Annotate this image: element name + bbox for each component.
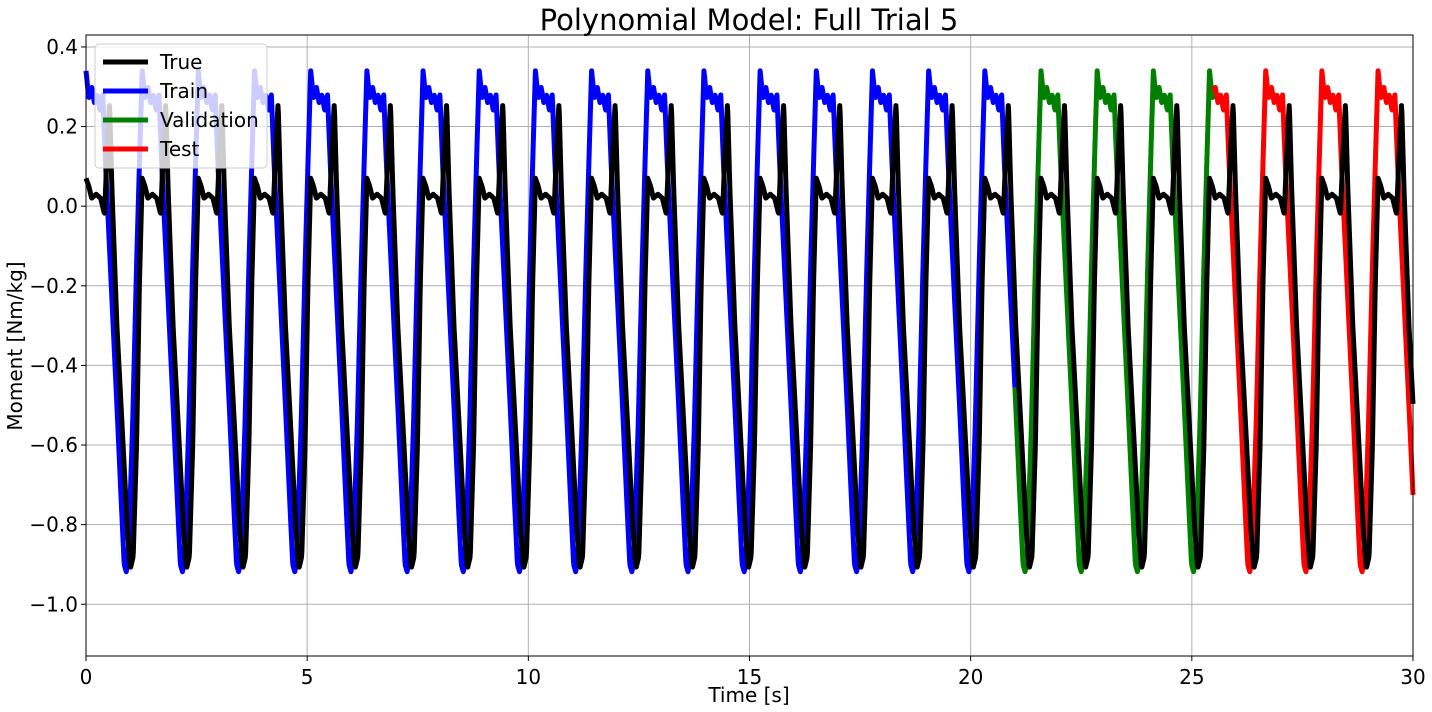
legend: True Train Validation Test bbox=[94, 43, 268, 169]
legend-label-test: Test bbox=[159, 137, 200, 161]
x-tick-label: 15 bbox=[737, 665, 762, 689]
x-tick-label: 20 bbox=[958, 665, 983, 689]
y-tick-label: 0.0 bbox=[46, 194, 78, 218]
legend-label-train: Train bbox=[159, 79, 208, 103]
series-line-validation bbox=[1012, 68, 1217, 575]
chart-title: Polynomial Model: Full Trial 5 bbox=[540, 3, 959, 37]
x-tick-label: 0 bbox=[80, 665, 93, 689]
y-tick-label: −0.6 bbox=[29, 433, 78, 457]
y-tick-label: −1.0 bbox=[29, 592, 78, 616]
x-axis-ticks: 0 5 10 15 20 25 30 bbox=[80, 656, 1426, 689]
x-tick-label: 5 bbox=[301, 665, 314, 689]
series-line-test bbox=[1211, 68, 1416, 575]
y-tick-label: −0.4 bbox=[29, 353, 78, 377]
x-tick-label: 25 bbox=[1179, 665, 1204, 689]
series-line-true bbox=[83, 103, 1416, 570]
x-axis-label: Time [s] bbox=[707, 683, 789, 707]
legend-label-true: True bbox=[159, 50, 202, 74]
series-lines bbox=[83, 68, 1416, 575]
y-tick-label: 0.2 bbox=[46, 115, 78, 139]
y-axis-ticks: −1.0 −0.8 −0.6 −0.4 −0.2 0.0 0.2 0.4 bbox=[29, 35, 86, 616]
x-tick-label: 10 bbox=[516, 665, 541, 689]
y-axis-label: Moment [Nm/kg] bbox=[3, 261, 27, 430]
y-tick-label: −0.8 bbox=[29, 513, 78, 537]
y-tick-label: −0.2 bbox=[29, 274, 78, 298]
x-tick-label: 30 bbox=[1400, 665, 1425, 689]
legend-label-validation: Validation bbox=[160, 108, 259, 132]
y-tick-label: 0.4 bbox=[46, 35, 78, 59]
legend-box bbox=[94, 43, 268, 169]
